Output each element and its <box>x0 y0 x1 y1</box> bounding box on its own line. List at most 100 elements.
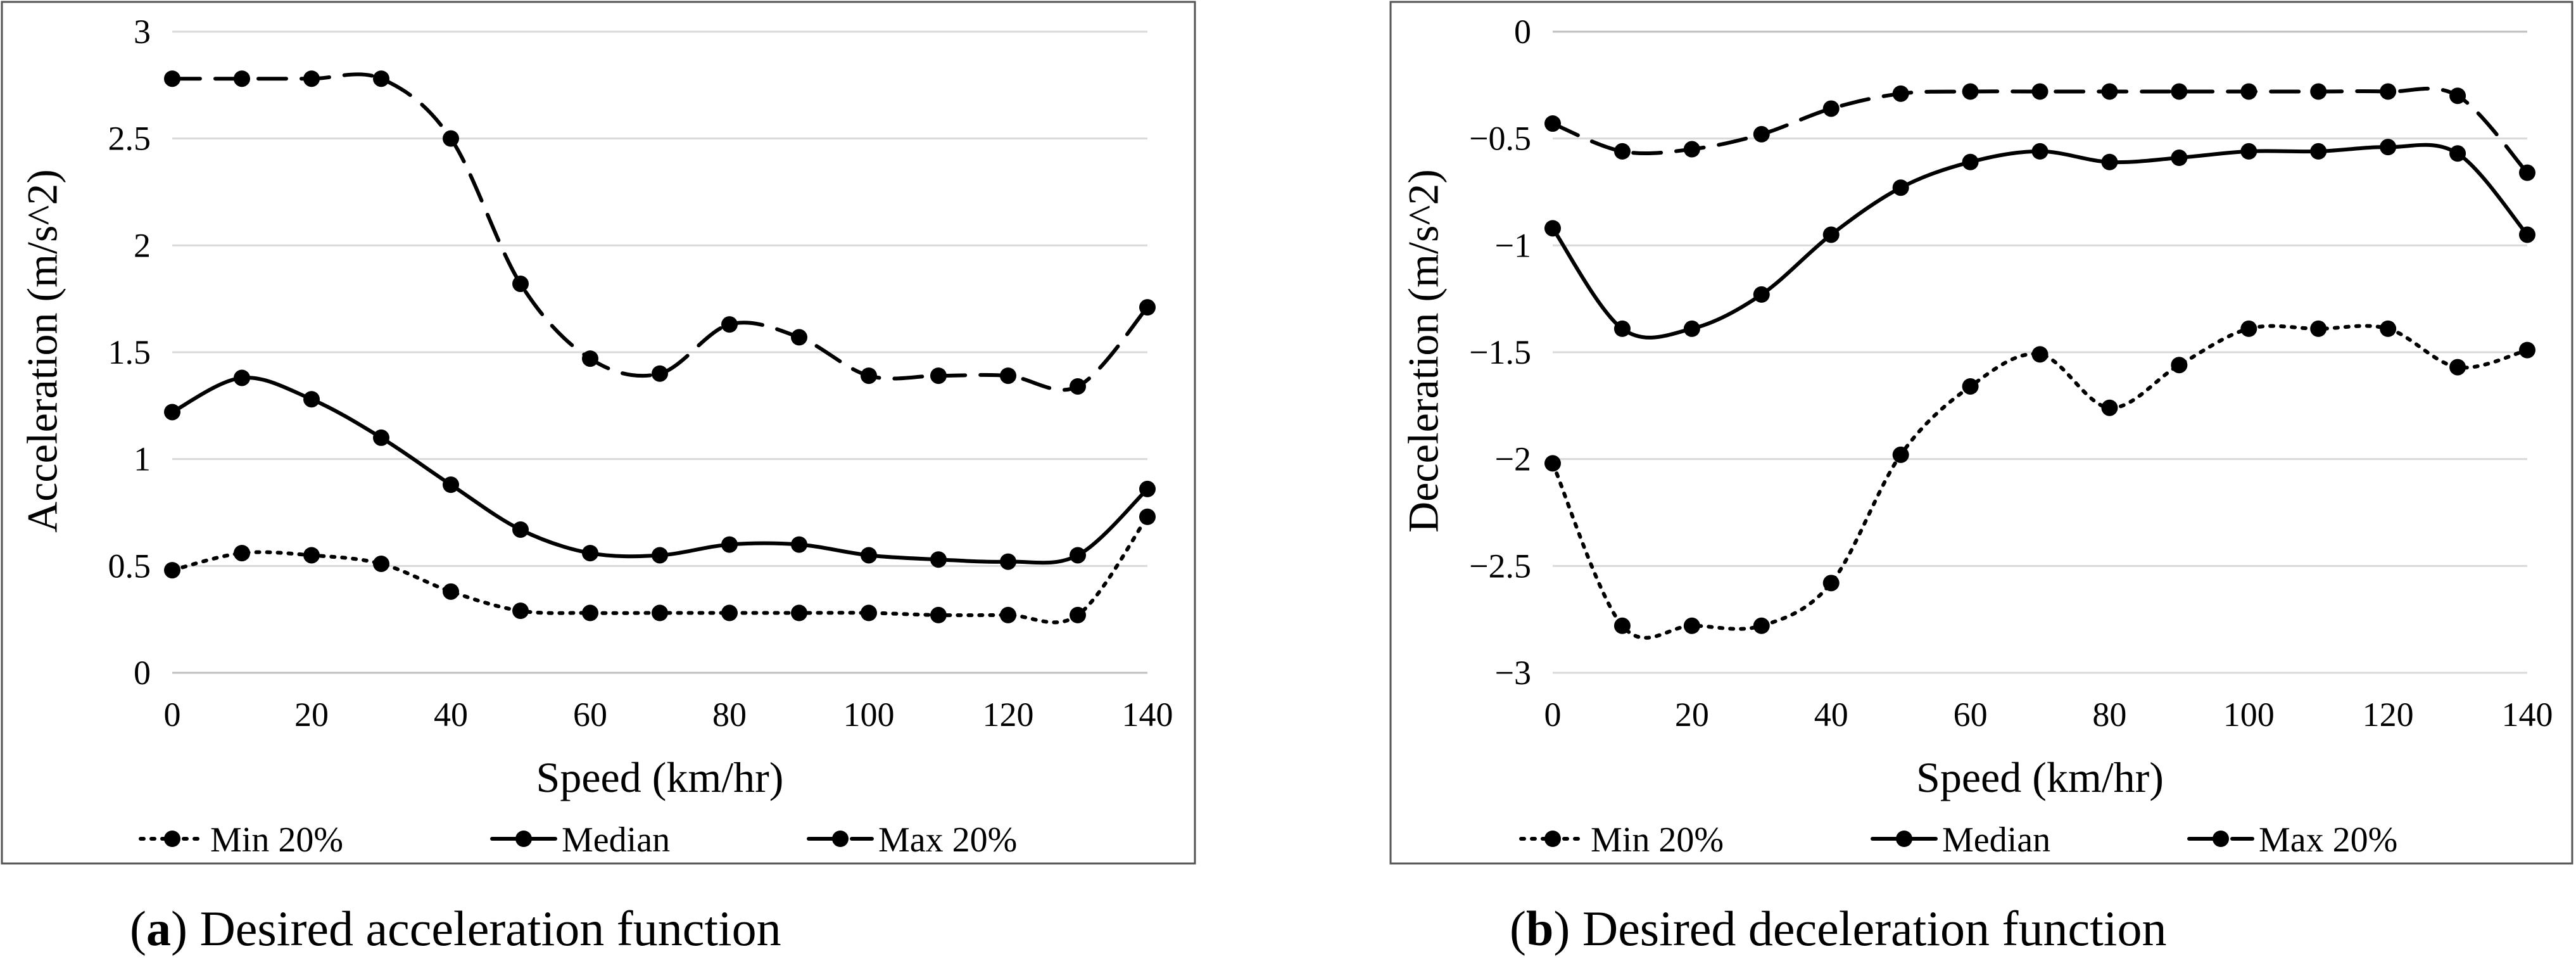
data-point <box>1070 378 1086 395</box>
data-point <box>1000 606 1016 623</box>
legend-label: Min 20% <box>210 820 343 860</box>
data-point <box>373 555 389 572</box>
data-point <box>2519 226 2535 243</box>
data-point <box>1962 153 1979 170</box>
data-point <box>1000 367 1016 385</box>
data-point <box>791 329 807 346</box>
series-max-20 <box>164 70 1156 395</box>
legend-item: Max 20% <box>807 820 1017 860</box>
x-tick-label: 40 <box>434 696 468 734</box>
x-tick-label: 40 <box>1814 696 1848 734</box>
data-point <box>2449 87 2466 105</box>
deceleration-chart: −3 −2.5 −2 −1.5 −1 −0.5 0 0 20 40 60 80 100 120 140 Spe… <box>1389 1 2573 956</box>
legend-marker <box>164 831 180 847</box>
data-point <box>582 604 598 621</box>
data-point <box>512 602 529 620</box>
data-point <box>2240 320 2257 337</box>
legend-label: Max 20% <box>2259 820 2397 860</box>
series-min-20 <box>164 508 1156 625</box>
data-point <box>791 536 807 553</box>
data-point <box>2449 145 2466 162</box>
data-point <box>930 367 947 385</box>
acceleration-chart: 0 0.5 1 1.5 2 2.5 3 0 20 40 60 80 100 120 140 Speed (km… <box>1 1 1196 956</box>
x-tick-label: 100 <box>2223 696 2275 734</box>
y-tick-label: 3 <box>134 13 151 51</box>
data-point <box>2031 143 2049 160</box>
series-median <box>164 369 1156 570</box>
data-point <box>1544 115 1561 132</box>
series-max-20 <box>1544 83 2535 181</box>
data-point <box>443 583 459 600</box>
data-point <box>1613 143 1631 160</box>
data-point <box>2240 143 2257 160</box>
data-point <box>512 276 529 293</box>
data-point <box>721 316 738 333</box>
legend-item: Min 20% <box>1519 820 1724 860</box>
y-axis-title: Acceleration (m/s^2) <box>18 169 66 533</box>
series-min-20 <box>1544 320 2535 640</box>
data-point <box>1753 286 1770 303</box>
chart-frame <box>1 1 1196 865</box>
legend-label: Max 20% <box>878 820 1017 860</box>
data-point <box>1544 220 1561 237</box>
data-point <box>1753 125 1770 143</box>
figure-caption: (b) Desired deceleration function <box>1510 901 2166 956</box>
y-tick-label: −2 <box>1495 440 1531 478</box>
legend-marker <box>515 831 532 847</box>
data-point <box>1613 617 1631 634</box>
data-point <box>1892 85 1909 102</box>
data-point <box>1683 617 1700 634</box>
chart-frame <box>1389 1 2573 865</box>
legend-label: Median <box>1942 820 2050 860</box>
data-point <box>1822 226 1840 243</box>
x-tick-label: 0 <box>1544 696 1562 734</box>
data-point <box>164 70 180 87</box>
data-point <box>234 545 250 562</box>
x-tick-label: 0 <box>164 696 181 734</box>
legend-marker <box>2213 831 2229 847</box>
figure-caption: (a) Desired acceleration function <box>130 901 781 956</box>
data-point <box>1000 553 1016 570</box>
y-tick-label: −2.5 <box>1469 547 1531 585</box>
data-point <box>1822 100 1840 117</box>
legend-marker <box>832 831 849 847</box>
data-point <box>2310 320 2327 337</box>
x-tick-label: 60 <box>1954 696 1988 734</box>
data-point <box>2031 83 2049 100</box>
y-tick-label: −3 <box>1495 654 1531 692</box>
x-tick-label: 120 <box>2363 696 2414 734</box>
legend-item: Max 20% <box>2187 820 2397 860</box>
data-point <box>1822 575 1840 592</box>
data-point <box>652 547 668 564</box>
data-point <box>373 70 389 87</box>
data-point <box>861 547 877 564</box>
data-point <box>1139 299 1156 316</box>
data-point <box>2031 346 2049 363</box>
legend-item: Min 20% <box>139 820 343 860</box>
data-point <box>303 547 320 564</box>
data-point <box>2101 83 2118 100</box>
data-point <box>1753 617 1770 634</box>
y-tick-label: 1.5 <box>108 333 151 371</box>
data-point <box>2101 399 2118 416</box>
caption-close-paren: ) <box>171 901 199 956</box>
legend-label: Median <box>562 820 670 860</box>
data-point <box>2310 143 2327 160</box>
data-point <box>1683 320 1700 337</box>
legend-item: Median <box>1871 820 2050 860</box>
data-point <box>2171 150 2188 167</box>
x-tick-label: 80 <box>2092 696 2126 734</box>
x-axis-title: Speed (km/hr) <box>536 753 784 801</box>
caption-open-paren: ( <box>130 901 146 956</box>
y-tick-label: −0.5 <box>1469 120 1531 158</box>
data-point <box>303 70 320 87</box>
caption-text: Desired deceleration function <box>1582 901 2167 956</box>
data-point <box>930 551 947 568</box>
y-tick-label: 2 <box>134 226 151 264</box>
data-point <box>1683 141 1700 158</box>
caption-text: Desired acceleration function <box>199 901 781 956</box>
series-median <box>1544 139 2535 340</box>
data-point <box>234 369 250 386</box>
data-point <box>443 476 459 494</box>
